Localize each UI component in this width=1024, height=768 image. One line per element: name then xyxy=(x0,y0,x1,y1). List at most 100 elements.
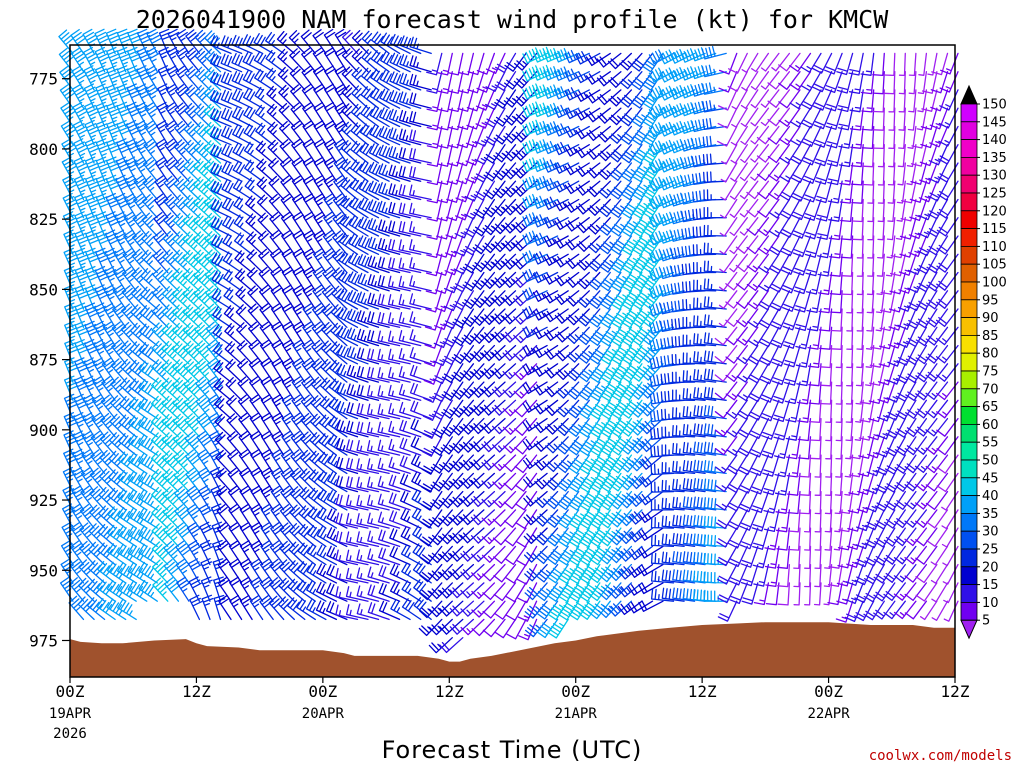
wind-barb xyxy=(728,545,748,568)
wind-barb xyxy=(638,545,664,559)
wind-barb xyxy=(267,121,285,146)
wind-barb xyxy=(138,397,158,420)
wind-barb xyxy=(929,125,949,148)
wind-barb xyxy=(265,31,285,55)
colorbar-segment xyxy=(960,139,978,158)
wind-barb xyxy=(814,472,822,496)
wind-barb xyxy=(532,271,559,284)
wind-barb xyxy=(104,266,118,292)
wind-barb xyxy=(823,582,833,606)
wind-barb xyxy=(77,596,95,621)
wind-barb xyxy=(460,600,485,617)
wind-barb xyxy=(599,290,622,310)
wind-barb xyxy=(224,323,243,347)
wind-barb xyxy=(187,539,201,566)
wind-barb xyxy=(801,107,822,129)
wind-barb xyxy=(301,47,316,73)
wind-barb xyxy=(265,67,285,91)
wind-barb xyxy=(138,415,158,438)
wind-barb xyxy=(873,563,896,584)
wind-barb xyxy=(398,239,422,255)
wind-barb xyxy=(401,562,422,584)
wind-barb xyxy=(116,580,137,602)
wind-barb xyxy=(819,381,833,405)
wind-barb xyxy=(925,363,949,382)
wind-barb xyxy=(194,358,211,383)
wind-barb xyxy=(736,308,759,328)
wind-barb xyxy=(360,86,380,109)
wind-barb xyxy=(770,308,791,330)
wind-barb xyxy=(118,414,137,438)
wind-barb xyxy=(421,454,443,475)
wind-barb xyxy=(717,89,738,111)
wind-barb xyxy=(127,452,148,475)
wind-barb xyxy=(610,326,633,347)
wind-barb xyxy=(620,198,643,219)
wind-barb xyxy=(916,290,938,311)
wind-barb xyxy=(692,190,717,203)
wind-barb xyxy=(106,138,121,164)
wind-barb xyxy=(725,417,748,438)
wind-barb xyxy=(78,559,95,584)
wind-barb xyxy=(221,161,243,182)
wind-barb xyxy=(106,65,121,91)
wind-barb xyxy=(318,414,338,438)
wind-barb xyxy=(914,472,938,492)
wind-barb xyxy=(575,71,601,84)
wind-barb xyxy=(750,144,770,163)
wind-barb xyxy=(726,436,748,456)
wind-barb xyxy=(703,207,727,219)
colorbar-label: 40 xyxy=(982,489,999,504)
wind-barb xyxy=(631,198,654,219)
wind-barb xyxy=(152,267,169,292)
wind-barb xyxy=(388,108,411,128)
wind-barb xyxy=(379,88,401,109)
wind-barb xyxy=(91,412,106,438)
wind-barb xyxy=(377,330,401,347)
wind-barb xyxy=(232,178,253,201)
wind-barb xyxy=(872,107,885,131)
wind-barb xyxy=(271,412,285,438)
wind-barb xyxy=(839,162,854,186)
wind-barb xyxy=(368,161,390,182)
wind-barb xyxy=(750,89,770,109)
wind-barb xyxy=(873,582,896,602)
wind-barb xyxy=(895,399,917,420)
wind-barb xyxy=(462,271,485,292)
wind-barb xyxy=(943,600,959,622)
wind-barb xyxy=(578,527,601,548)
wind-barb xyxy=(659,265,685,280)
wind-barb xyxy=(703,278,727,292)
wind-barb xyxy=(702,117,727,131)
wind-barb xyxy=(151,340,169,365)
wind-barb xyxy=(377,439,401,456)
colorbar-segment xyxy=(960,334,978,354)
wind-barb xyxy=(720,180,738,201)
wind-barb xyxy=(746,290,770,310)
wind-barb xyxy=(703,534,727,548)
wind-barb xyxy=(484,107,506,128)
wind-barb xyxy=(94,46,110,73)
wind-barb xyxy=(336,363,359,383)
wind-barb xyxy=(226,431,243,456)
wind-barb xyxy=(84,320,100,347)
wind-barb xyxy=(725,308,748,328)
wind-barb xyxy=(880,290,896,314)
wind-barb xyxy=(266,103,285,128)
wind-barb xyxy=(453,271,475,293)
wind-barb xyxy=(897,144,906,168)
wind-barb xyxy=(767,89,791,108)
colorbar-label: 130 xyxy=(982,169,1007,184)
wind-barb xyxy=(378,200,401,219)
wind-barb xyxy=(437,89,453,113)
wind-barb xyxy=(904,417,928,438)
wind-barb xyxy=(621,271,643,292)
wind-barb xyxy=(523,527,548,545)
wind-barb xyxy=(341,84,359,109)
wind-barb xyxy=(378,529,401,548)
wind-barb xyxy=(290,120,306,146)
wind-barb xyxy=(485,52,506,74)
wind-barb xyxy=(351,85,369,109)
wind-barb xyxy=(827,180,843,204)
wind-barb xyxy=(807,326,822,350)
